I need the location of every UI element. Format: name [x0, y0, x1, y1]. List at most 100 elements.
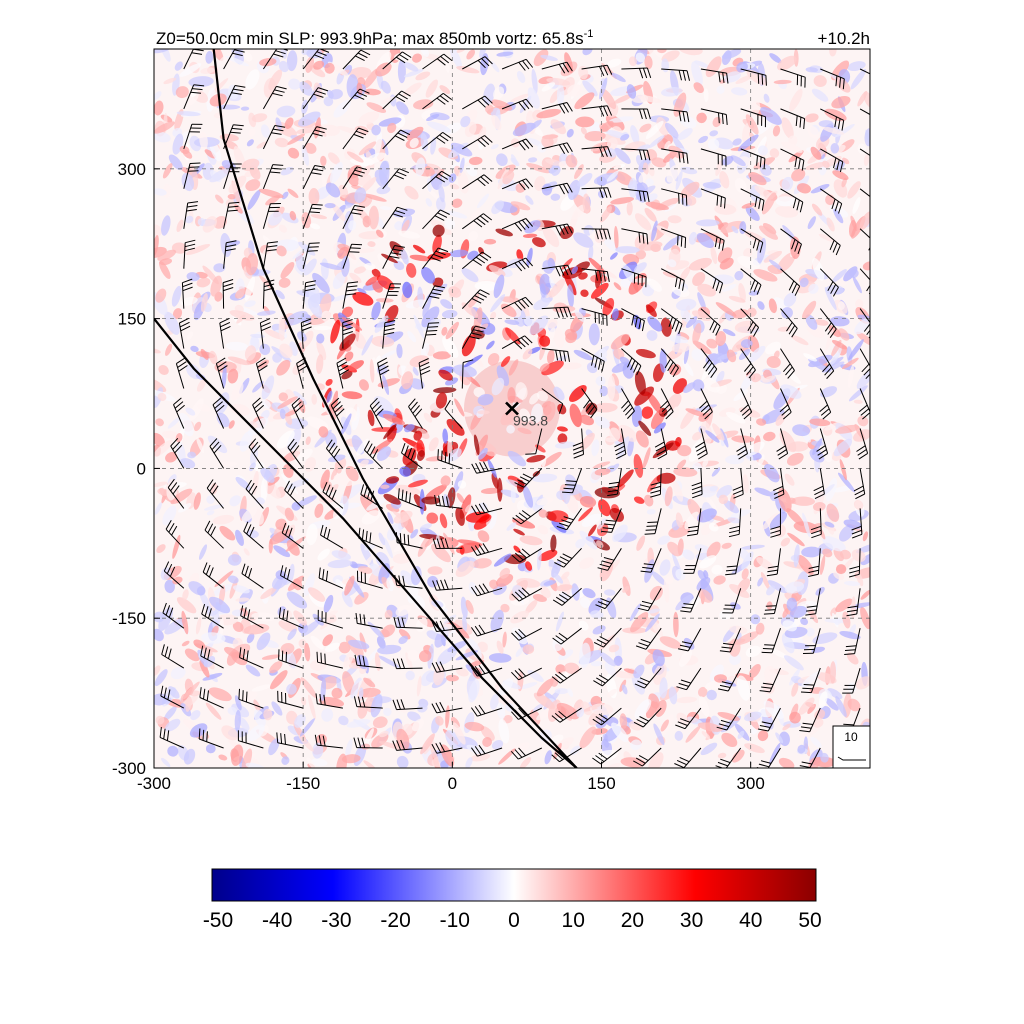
- barb-feather: [188, 166, 200, 168]
- vorticity-cell: [554, 688, 569, 695]
- vorticity-cell: [718, 494, 729, 505]
- vorticity-cell: [512, 518, 536, 529]
- vorticity-cell: [590, 703, 614, 716]
- vorticity-cell: [512, 122, 536, 137]
- vorticity-cell: [383, 493, 401, 505]
- vorticity-cell: [170, 667, 186, 680]
- vorticity-cell: [837, 301, 845, 310]
- vorticity-cell: [577, 173, 593, 187]
- vorticity-cell: [822, 548, 833, 558]
- vorticity-cell: [327, 559, 353, 569]
- vorticity-cell: [470, 753, 491, 762]
- y-axis: -300 -150 0 150 300: [112, 160, 160, 778]
- vorticity-cell: [490, 693, 499, 710]
- vorticity-cell: [268, 738, 280, 756]
- vorticity-cell: [676, 696, 698, 704]
- vorticity-cell: [490, 311, 497, 320]
- vorticity-cell: [356, 82, 363, 96]
- vorticity-cell: [432, 351, 452, 360]
- vorticity-cell: [824, 286, 837, 311]
- vorticity-cell: [539, 363, 550, 372]
- vorticity-cell: [712, 274, 735, 285]
- vorticity-cell: [381, 624, 396, 638]
- vorticity-cell: [196, 437, 205, 454]
- vorticity-cell: [567, 284, 574, 308]
- vorticity-cell: [553, 572, 564, 584]
- vorticity-cell: [712, 423, 725, 441]
- vorticity-cell: [325, 182, 341, 198]
- vorticity-cell: [415, 71, 431, 81]
- vorticity-cell: [541, 135, 554, 149]
- vorticity-cell: [709, 664, 724, 683]
- vorticity-cell: [252, 381, 264, 393]
- vorticity-cell: [756, 557, 775, 571]
- vorticity-cell: [641, 406, 654, 419]
- vorticity-cell: [777, 252, 796, 273]
- vorticity-cell: [488, 265, 506, 277]
- vorticity-cell: [278, 224, 288, 233]
- vorticity-cell: [309, 223, 321, 230]
- vorticity-cell: [839, 459, 847, 481]
- vorticity-cell: [162, 163, 173, 179]
- vorticity-cell: [167, 417, 181, 429]
- vorticity-cell: [202, 672, 223, 681]
- barb-feather: [646, 525, 657, 527]
- barb-feather: [198, 728, 201, 740]
- barb-feather: [680, 236, 683, 247]
- vorticity-cell: [528, 157, 538, 163]
- vorticity-cell: [184, 648, 200, 662]
- vorticity-cell: [176, 441, 186, 464]
- vorticity-cell: [673, 467, 698, 477]
- vorticity-cell: [629, 603, 641, 622]
- vorticity-cell: [247, 417, 269, 436]
- vorticity-cell: [154, 91, 162, 100]
- vorticity-cell: [697, 722, 723, 732]
- vorticity-cell: [154, 100, 164, 116]
- vorticity-cell: [737, 134, 759, 152]
- vorticity-cell: [227, 554, 242, 566]
- barb-feather: [426, 330, 438, 332]
- vorticity-cell: [807, 216, 816, 230]
- vorticity-cell: [204, 504, 225, 511]
- vorticity-cell: [276, 430, 295, 449]
- vorticity-cell: [659, 636, 682, 649]
- y-tick-label: 300: [118, 160, 146, 179]
- vorticity-cell: [592, 625, 606, 635]
- vorticity-cell: [574, 92, 595, 110]
- vorticity-cell: [546, 349, 555, 365]
- vorticity-cell: [185, 696, 192, 712]
- vorticity-cell: [278, 315, 285, 342]
- vorticity-cell: [801, 671, 821, 688]
- vorticity-cell: [319, 293, 332, 317]
- vorticity-cell: [367, 241, 376, 248]
- vorticity-cell: [664, 576, 674, 585]
- barb-feather: [525, 453, 536, 455]
- vorticity-cell: [491, 114, 502, 131]
- vorticity-cell: [463, 354, 483, 368]
- vorticity-cell: [168, 154, 183, 171]
- vorticity-cell: [456, 667, 469, 677]
- vorticity-cell: [321, 708, 334, 722]
- vorticity-cell: [617, 469, 634, 488]
- vorticity-cell: [667, 215, 682, 224]
- vorticity-cell: [201, 632, 226, 644]
- vorticity-cell: [407, 649, 419, 662]
- vorticity-cell: [542, 400, 552, 408]
- vorticity-cell: [757, 301, 765, 310]
- vorticity-cell: [422, 293, 432, 318]
- vorticity-cell: [588, 323, 600, 346]
- vorticity-cell: [691, 348, 705, 361]
- vorticity-cell: [683, 637, 695, 650]
- vorticity-cell: [772, 125, 781, 137]
- vorticity-cell: [598, 348, 608, 359]
- vorticity-cell: [645, 178, 654, 187]
- vorticity-cell: [323, 96, 334, 107]
- vorticity-cell: [452, 722, 466, 745]
- vorticity-cell: [217, 461, 238, 467]
- vorticity-cell: [609, 427, 621, 442]
- vorticity-cell: [432, 234, 442, 254]
- vorticity-cell: [542, 260, 554, 274]
- vorticity-cell: [202, 162, 214, 180]
- vorticity-cell: [154, 432, 165, 447]
- vorticity-cell: [541, 183, 553, 196]
